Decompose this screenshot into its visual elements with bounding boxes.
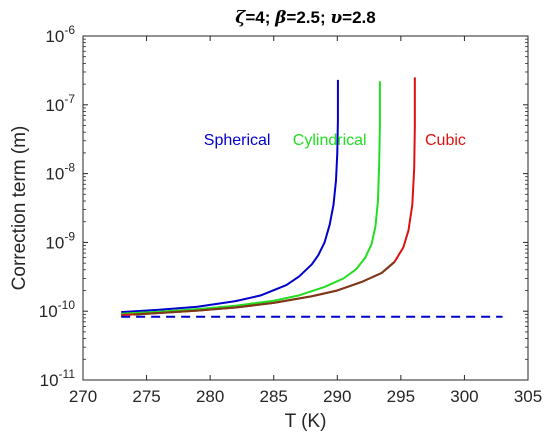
x-tick-label: 270 <box>69 387 97 406</box>
y-axis-label: Correction term (m) <box>9 126 30 291</box>
axis-ticks: 270 275 280 285 290 295 300 305 10-11 10-10 10-9 10… <box>39 23 542 406</box>
series-line-spherical <box>121 79 339 314</box>
x-axis-label: T (K) <box>285 411 327 432</box>
x-tick-label: 295 <box>387 387 415 406</box>
y-tick-label: 10-11 <box>40 367 76 390</box>
series-line-cubic-overlap <box>133 261 396 316</box>
y-tick-label: 10-7 <box>45 92 75 115</box>
series-line-cylindrical <box>121 81 381 315</box>
annotations: Spherical Cylindrical Cubic <box>204 132 466 149</box>
title-text: ζ=4; β=2.5; υ=2.8 <box>235 8 375 28</box>
series-group <box>121 77 503 318</box>
plot-frame <box>82 35 529 381</box>
x-tick-label: 290 <box>323 387 351 406</box>
y-tick-label: 10-8 <box>45 161 75 184</box>
x-tick-label: 305 <box>514 387 542 406</box>
x-tick-label: 285 <box>260 387 288 406</box>
y-tick-label: 10-10 <box>39 298 76 321</box>
annotation-spherical: Spherical <box>204 132 271 149</box>
plot-box <box>82 35 529 381</box>
chart-title: ζ=4; β=2.5; υ=2.8 <box>235 8 375 28</box>
annotation-cylindrical: Cylindrical <box>293 132 367 149</box>
annotation-cubic: Cubic <box>425 132 466 149</box>
x-tick-label: 275 <box>132 387 160 406</box>
x-tick-label: 280 <box>196 387 224 406</box>
series-line-cubic <box>121 77 416 317</box>
y-tick-label: 10-6 <box>45 23 75 46</box>
x-tick-label: 300 <box>450 387 478 406</box>
y-tick-label: 10-9 <box>45 229 75 252</box>
